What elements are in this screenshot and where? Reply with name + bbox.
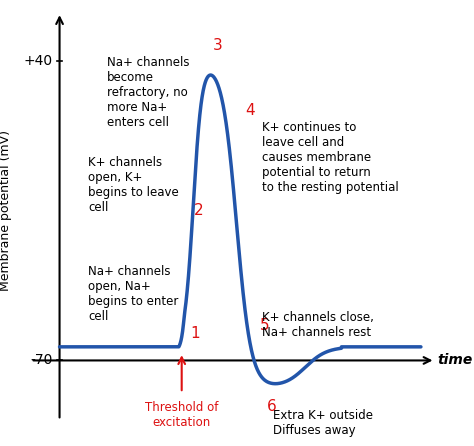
Text: K+ channels
open, K+
begins to leave
cell: K+ channels open, K+ begins to leave cel… bbox=[89, 157, 179, 215]
Text: 3: 3 bbox=[213, 38, 223, 53]
Text: 2: 2 bbox=[194, 203, 204, 219]
Text: K+ channels close,
Na+ channels rest: K+ channels close, Na+ channels rest bbox=[262, 311, 374, 339]
Text: Extra K+ outside
Diffuses away: Extra K+ outside Diffuses away bbox=[273, 409, 373, 438]
Text: 1: 1 bbox=[191, 326, 200, 341]
Text: +40: +40 bbox=[23, 54, 52, 68]
Text: Na+ channels
become
refractory, no
more Na+
enters cell: Na+ channels become refractory, no more … bbox=[107, 56, 189, 129]
Text: Membrane potential (mV): Membrane potential (mV) bbox=[0, 130, 12, 291]
Text: Na+ channels
open, Na+
begins to enter
cell: Na+ channels open, Na+ begins to enter c… bbox=[89, 265, 179, 323]
Text: Threshold of
excitation: Threshold of excitation bbox=[145, 401, 219, 429]
Text: 4: 4 bbox=[246, 103, 255, 118]
Text: 6: 6 bbox=[267, 399, 277, 414]
Text: time: time bbox=[437, 353, 473, 368]
Text: 5: 5 bbox=[260, 318, 270, 333]
Text: K+ continues to
leave cell and
causes membrane
potential to return
to the restin: K+ continues to leave cell and causes me… bbox=[262, 121, 399, 194]
Text: -70: -70 bbox=[30, 353, 52, 368]
